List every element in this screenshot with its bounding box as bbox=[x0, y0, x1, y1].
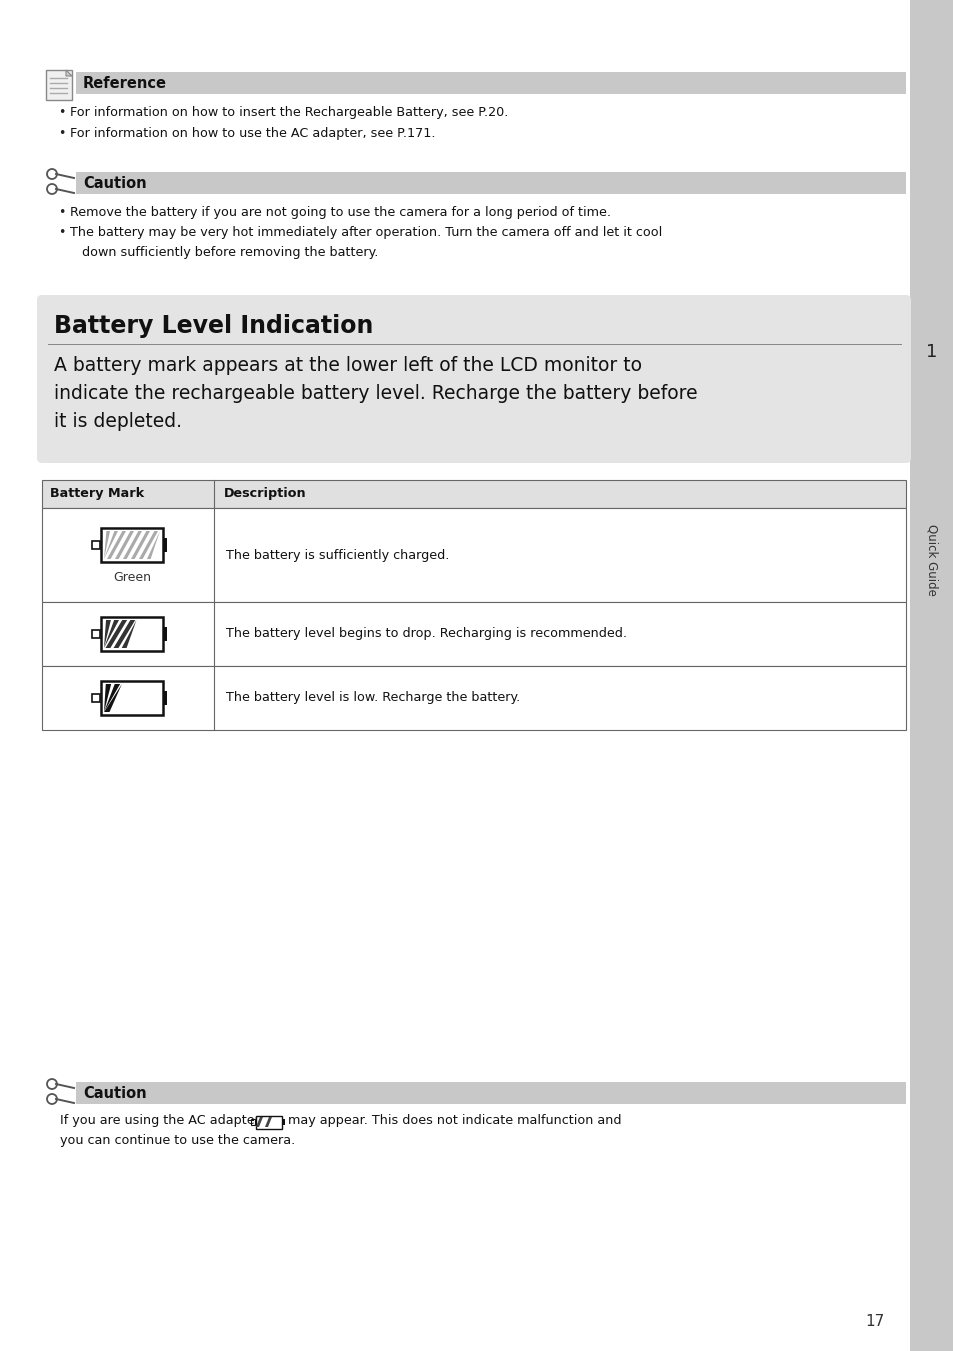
Text: The battery level is low. Recharge the battery.: The battery level is low. Recharge the b… bbox=[226, 692, 519, 704]
Text: •: • bbox=[58, 105, 66, 119]
Text: Caution: Caution bbox=[83, 1085, 147, 1101]
Bar bbox=[46, 70, 71, 100]
Bar bbox=[101, 528, 163, 562]
Polygon shape bbox=[265, 1117, 272, 1127]
Bar bbox=[91, 694, 100, 703]
Polygon shape bbox=[104, 684, 122, 712]
Text: For information on how to use the AC adapter, see P.171.: For information on how to use the AC ada… bbox=[70, 127, 435, 141]
Bar bbox=[76, 172, 905, 195]
Bar bbox=[101, 617, 163, 651]
Text: Battery Level Indication: Battery Level Indication bbox=[54, 313, 373, 338]
Bar bbox=[909, 0, 953, 1351]
Bar bbox=[163, 538, 167, 553]
Polygon shape bbox=[122, 620, 136, 648]
Text: Remove the battery if you are not going to use the camera for a long period of t: Remove the battery if you are not going … bbox=[70, 205, 610, 219]
Polygon shape bbox=[255, 1117, 263, 1127]
Polygon shape bbox=[107, 531, 126, 559]
Bar bbox=[104, 531, 160, 559]
Polygon shape bbox=[131, 531, 150, 559]
Bar bbox=[251, 1119, 254, 1125]
Bar bbox=[255, 1116, 282, 1129]
Text: indicate the rechargeable battery level. Recharge the battery before: indicate the rechargeable battery level.… bbox=[54, 384, 697, 403]
Text: The battery is sufficiently charged.: The battery is sufficiently charged. bbox=[226, 549, 449, 562]
Text: •: • bbox=[58, 226, 66, 239]
Bar bbox=[163, 627, 167, 640]
Text: Battery Mark: Battery Mark bbox=[50, 488, 144, 500]
Polygon shape bbox=[113, 620, 135, 648]
Text: For information on how to insert the Rechargeable Battery, see P.20.: For information on how to insert the Rec… bbox=[70, 105, 508, 119]
Text: down sufficiently before removing the battery.: down sufficiently before removing the ba… bbox=[82, 246, 378, 259]
Polygon shape bbox=[147, 531, 160, 559]
Text: Description: Description bbox=[224, 488, 306, 500]
Polygon shape bbox=[104, 620, 119, 648]
Text: The battery level begins to drop. Recharging is recommended.: The battery level begins to drop. Rechar… bbox=[226, 627, 626, 640]
Text: Caution: Caution bbox=[83, 176, 147, 190]
Text: 17: 17 bbox=[864, 1315, 883, 1329]
Polygon shape bbox=[123, 531, 142, 559]
Bar bbox=[42, 666, 905, 730]
Bar bbox=[42, 480, 905, 508]
Polygon shape bbox=[104, 684, 112, 712]
Text: you can continue to use the camera.: you can continue to use the camera. bbox=[60, 1133, 294, 1147]
Polygon shape bbox=[104, 531, 110, 559]
Polygon shape bbox=[104, 620, 111, 648]
Bar bbox=[282, 1119, 285, 1125]
Polygon shape bbox=[66, 70, 71, 76]
Bar bbox=[163, 690, 167, 705]
Bar bbox=[76, 72, 905, 95]
Text: it is depleted.: it is depleted. bbox=[54, 412, 182, 431]
Bar bbox=[42, 508, 905, 603]
Bar bbox=[91, 540, 100, 549]
Text: Reference: Reference bbox=[83, 76, 167, 91]
Bar bbox=[76, 1082, 905, 1104]
Text: may appear. This does not indicate malfunction and: may appear. This does not indicate malfu… bbox=[288, 1115, 620, 1127]
Bar bbox=[91, 630, 100, 638]
Polygon shape bbox=[106, 620, 127, 648]
Bar bbox=[122, 684, 160, 712]
Text: Green: Green bbox=[112, 571, 151, 584]
Text: •: • bbox=[58, 127, 66, 141]
Text: •: • bbox=[58, 205, 66, 219]
Bar bbox=[42, 603, 905, 666]
Text: If you are using the AC adapter,: If you are using the AC adapter, bbox=[60, 1115, 264, 1127]
Text: A battery mark appears at the lower left of the LCD monitor to: A battery mark appears at the lower left… bbox=[54, 357, 641, 376]
Text: 1: 1 bbox=[925, 343, 937, 361]
FancyBboxPatch shape bbox=[37, 295, 910, 463]
Bar bbox=[101, 681, 163, 715]
Polygon shape bbox=[104, 684, 120, 712]
Polygon shape bbox=[104, 531, 118, 559]
Polygon shape bbox=[115, 531, 133, 559]
Text: The battery may be very hot immediately after operation. Turn the camera off and: The battery may be very hot immediately … bbox=[70, 226, 661, 239]
Polygon shape bbox=[139, 531, 158, 559]
Text: Quick Guide: Quick Guide bbox=[924, 524, 938, 596]
Bar bbox=[136, 620, 160, 648]
